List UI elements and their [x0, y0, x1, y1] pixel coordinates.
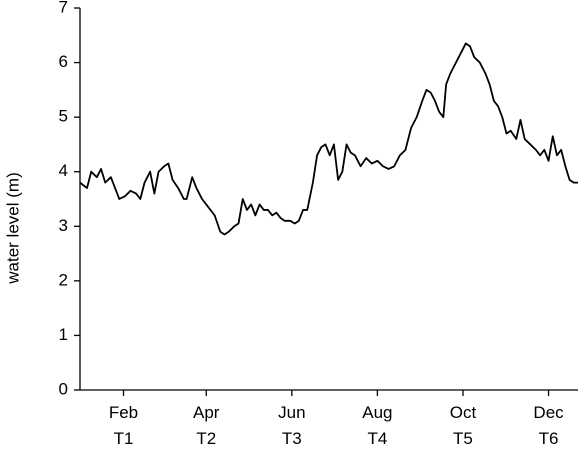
y-tick-label: 1 — [59, 325, 68, 344]
y-tick-label: 2 — [59, 270, 68, 289]
y-tick-label: 5 — [59, 107, 68, 126]
y-axis-label: water level (m) — [3, 172, 22, 284]
x-tick-label: Feb T1 — [109, 403, 138, 448]
x-tick-label: Apr T2 — [193, 403, 220, 448]
x-tick-label: Oct T5 — [450, 403, 477, 448]
y-tick-label: 3 — [59, 216, 68, 235]
y-tick-label: 4 — [59, 161, 68, 180]
x-tick-label: Aug T4 — [362, 403, 392, 448]
data-line — [79, 42, 578, 236]
y-tick-label: 7 — [59, 0, 68, 16]
x-tick-label: Dec T6 — [533, 403, 564, 448]
y-tick-label: 6 — [59, 52, 68, 71]
x-tick-label: Jun T3 — [278, 403, 305, 448]
y-tick-label: 0 — [59, 379, 68, 398]
